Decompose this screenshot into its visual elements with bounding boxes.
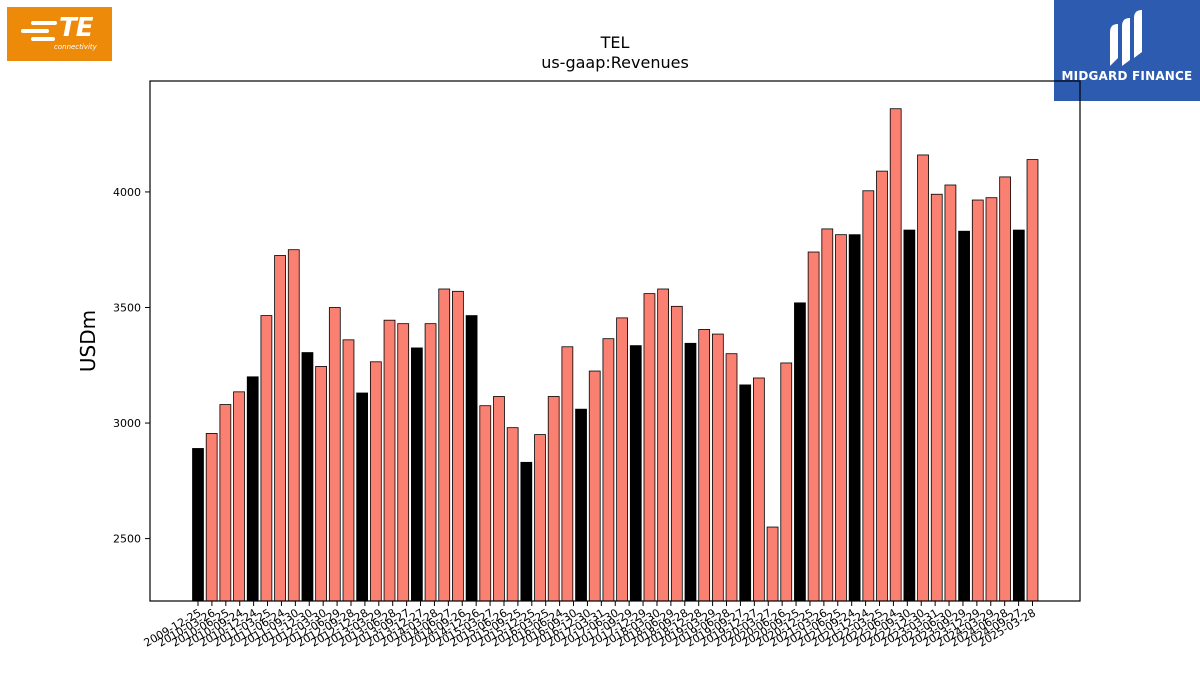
bar-2019-03-29 bbox=[698, 329, 711, 602]
bar-2009-12-25 bbox=[192, 448, 204, 602]
bar-2014-12-26 bbox=[465, 315, 478, 602]
bar-2013-03-29 bbox=[369, 361, 382, 602]
bar-2016-03-25 bbox=[534, 434, 546, 602]
bar-2022-03-25 bbox=[862, 190, 875, 602]
bar-2024-09-27 bbox=[999, 176, 1012, 602]
bar-2011-03-25 bbox=[260, 315, 273, 602]
bar-2012-06-29 bbox=[328, 307, 341, 602]
bar-2015-06-26 bbox=[493, 396, 505, 602]
bar-2023-06-30 bbox=[930, 193, 943, 602]
plot-frame bbox=[149, 80, 1081, 602]
bar-2011-09-30 bbox=[287, 249, 300, 602]
bar-2011-12-30 bbox=[301, 352, 314, 602]
te-logo-mark: TE bbox=[59, 13, 93, 43]
bar-2018-03-30 bbox=[643, 293, 656, 602]
y-ticks-group: 2500 3000 3500 4000 bbox=[113, 186, 150, 546]
bar-2011-06-24 bbox=[274, 255, 286, 602]
te-logo-tagline: connectivity bbox=[54, 43, 97, 51]
te-connectivity-logo: TE connectivity bbox=[7, 7, 112, 61]
bar-2013-09-27 bbox=[397, 323, 410, 602]
y-tick-label: 2500 bbox=[113, 533, 141, 546]
bar-2021-06-25 bbox=[821, 228, 834, 602]
bar-2022-06-24 bbox=[876, 170, 888, 602]
bar-2015-12-25 bbox=[520, 461, 533, 602]
bar-2013-12-27 bbox=[411, 347, 423, 602]
bar-2015-09-25 bbox=[506, 427, 519, 602]
y-axis-label: USDm bbox=[76, 310, 100, 372]
bar-2018-12-28 bbox=[684, 342, 697, 602]
bar-2014-06-27 bbox=[438, 288, 451, 602]
bar-2020-03-27 bbox=[753, 377, 765, 602]
bar-2018-06-29 bbox=[657, 288, 669, 602]
bar-2012-03-30 bbox=[315, 366, 327, 602]
bar-2019-06-28 bbox=[711, 333, 724, 602]
bar-2015-03-27 bbox=[479, 405, 492, 602]
bar-2017-03-31 bbox=[588, 370, 601, 602]
bar-2010-12-24 bbox=[246, 376, 259, 602]
chart-title: TEL bbox=[600, 33, 630, 52]
x-ticks-group: 2009-12-252010-03-262010-06-252010-09-24… bbox=[142, 601, 1038, 650]
bar-2016-09-30 bbox=[561, 346, 574, 602]
bar-2014-09-26 bbox=[452, 290, 464, 602]
bar-2020-06-26 bbox=[766, 526, 779, 602]
midgard-emblem-icon bbox=[1110, 10, 1142, 66]
bar-2010-06-25 bbox=[219, 404, 232, 602]
bar-2023-09-29 bbox=[944, 184, 957, 602]
bar-2016-06-24 bbox=[547, 396, 560, 602]
chart-subtitle: us-gaap:Revenues bbox=[541, 53, 689, 72]
te-stripes-icon bbox=[21, 21, 57, 41]
bar-2020-09-25 bbox=[780, 362, 793, 602]
bar-2012-09-28 bbox=[342, 339, 355, 602]
bar-2021-03-26 bbox=[807, 251, 820, 602]
bar-2023-03-31 bbox=[917, 154, 929, 602]
bar-2021-12-24 bbox=[848, 234, 861, 602]
bar-2025-03-28 bbox=[1012, 229, 1025, 602]
bar-2023-12-29 bbox=[958, 230, 970, 602]
bar-2013-06-28 bbox=[383, 319, 396, 602]
bar-2016-12-30 bbox=[575, 408, 587, 602]
bar-2017-06-30 bbox=[602, 338, 615, 602]
bar-2010-09-24 bbox=[233, 391, 245, 602]
bar-2022-09-30 bbox=[889, 108, 902, 602]
midgard-finance-logo: MIDGARD FINANCE bbox=[1054, 0, 1200, 101]
bar-2019-09-27 bbox=[725, 353, 738, 602]
midgard-finance-text: MIDGARD FINANCE bbox=[1061, 69, 1193, 83]
bar-2019-12-27 bbox=[739, 384, 752, 602]
bar-2010-03-26 bbox=[205, 433, 218, 602]
bar-2018-09-28 bbox=[670, 305, 683, 602]
bar-2022-12-30 bbox=[903, 229, 916, 602]
bar-2024-03-29 bbox=[971, 199, 984, 602]
y-tick-label: 3500 bbox=[113, 301, 141, 314]
bar-2017-12-29 bbox=[629, 345, 642, 602]
bar-2012-12-28 bbox=[356, 392, 369, 602]
bar-2014-03-28 bbox=[424, 323, 437, 602]
bar-undefined bbox=[1026, 159, 1039, 602]
bar-2021-09-24 bbox=[835, 234, 847, 602]
y-tick-label: 4000 bbox=[113, 186, 141, 199]
bar-2020-12-25 bbox=[794, 302, 806, 602]
bar-2024-06-28 bbox=[985, 197, 998, 602]
bar-2017-09-29 bbox=[616, 317, 628, 602]
y-tick-label: 3000 bbox=[113, 417, 141, 430]
bars-group bbox=[192, 108, 1039, 602]
